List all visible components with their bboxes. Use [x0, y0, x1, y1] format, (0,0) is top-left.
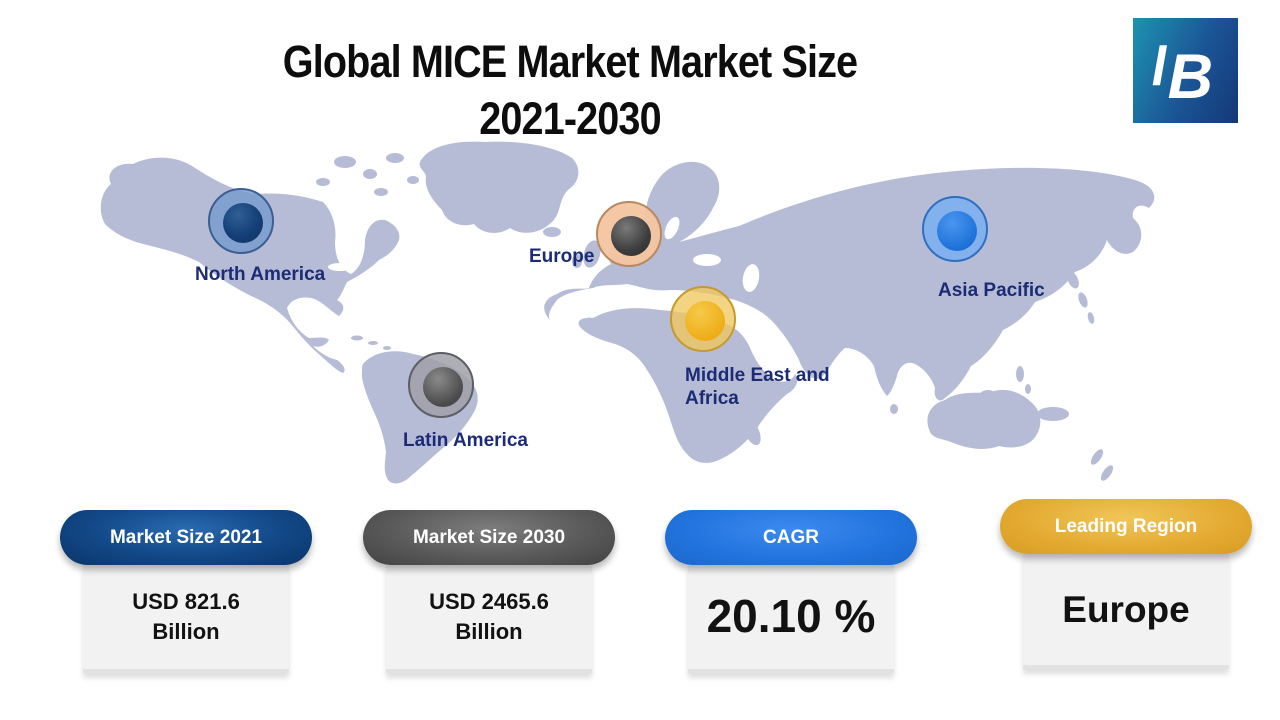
island-japan — [1067, 271, 1079, 289]
marker-europe — [596, 201, 662, 267]
world-map: North America Europe Middle East and Afr… — [95, 132, 1175, 502]
continent-australia — [927, 389, 1041, 449]
island-madagascar — [743, 418, 761, 446]
island-philippines — [1025, 384, 1031, 394]
stat-value-market-size-2030: USD 2465.6 Billion — [429, 589, 549, 644]
arctic-island — [316, 178, 330, 186]
marker-latin-america — [408, 352, 474, 418]
island-britain — [583, 240, 601, 268]
stat-card-market-size-2030: Market Size 2030 USD 2465.6 Billion — [363, 510, 615, 673]
stat-header-market-size-2021: Market Size 2021 — [60, 510, 312, 565]
arctic-island — [386, 153, 404, 163]
island-sri-lanka — [890, 404, 898, 414]
island-ireland — [572, 254, 582, 268]
title-line-2: 2021-2030 — [479, 92, 661, 144]
island-greenland — [419, 141, 579, 233]
caribbean-island — [383, 346, 391, 350]
arctic-island — [407, 176, 419, 184]
marker-middle-east-africa-core — [685, 301, 725, 341]
island-japan — [1087, 312, 1095, 324]
stat-header-cagr: CAGR — [665, 510, 917, 565]
marker-north-america — [208, 188, 274, 254]
marker-europe-core — [611, 216, 651, 256]
marker-asia-pacific — [922, 196, 988, 262]
marker-latin-america-core — [423, 367, 463, 407]
stat-header-leading-region: Leading Region — [1000, 499, 1252, 554]
region-label-north-america: North America — [195, 264, 326, 285]
caribbean-island — [368, 341, 378, 345]
logo-letter: B — [1168, 42, 1214, 112]
black-sea — [693, 254, 721, 266]
region-label-europe: Europe — [529, 246, 595, 267]
arctic-island — [374, 188, 388, 196]
stat-header-market-size-2030: Market Size 2030 — [363, 510, 615, 565]
marker-asia-pacific-core — [937, 211, 977, 251]
baltic-sea — [664, 216, 680, 240]
marker-middle-east-africa — [670, 286, 736, 352]
stat-card-market-size-2021: Market Size 2021 USD 821.6 Billion — [60, 510, 312, 673]
caspian-sea — [742, 264, 760, 292]
world-map-svg — [100, 141, 1155, 484]
island-new-zealand — [1100, 465, 1114, 481]
stat-value-card: Europe — [1023, 554, 1229, 669]
stat-card-cagr: CAGR 20.10 % — [665, 510, 917, 673]
stat-value-leading-region: Europe — [1062, 588, 1190, 630]
continent-africa — [578, 308, 798, 463]
region-label-middle-east-africa: Middle East and Africa — [685, 365, 830, 410]
island-new-zealand — [1090, 449, 1104, 465]
region-label-asia-pacific: Asia Pacific — [938, 280, 1045, 301]
stat-value-market-size-2021: USD 821.6 Billion — [132, 589, 240, 644]
stat-value-cagr: 20.10 % — [706, 590, 876, 643]
continent-eurasia — [544, 161, 1155, 401]
continent-north-america — [100, 157, 400, 373]
island-philippines — [1016, 366, 1024, 382]
logo-bar — [1152, 45, 1168, 86]
great-lakes — [328, 263, 352, 271]
island-new-guinea — [1037, 407, 1069, 421]
page-title: Global MICE Market Market Size 2021-2030 — [209, 34, 931, 147]
stat-value-card: USD 2465.6 Billion — [386, 565, 592, 673]
marker-north-america-core — [223, 203, 263, 243]
island-japan — [1078, 292, 1088, 308]
brand-logo: B — [1133, 18, 1238, 123]
title-line-1: Global MICE Market Market Size — [282, 36, 858, 87]
caribbean-island — [351, 335, 363, 341]
island-iceland — [543, 227, 561, 237]
arctic-island — [334, 156, 356, 168]
brand-logo-icon: B — [1152, 42, 1214, 112]
arctic-island — [363, 169, 377, 179]
region-label-latin-america: Latin America — [403, 430, 528, 451]
stat-card-leading-region: Leading Region Europe — [1000, 499, 1252, 669]
stat-value-card: USD 821.6 Billion — [83, 565, 289, 673]
stat-value-card: 20.10 % — [688, 565, 894, 673]
